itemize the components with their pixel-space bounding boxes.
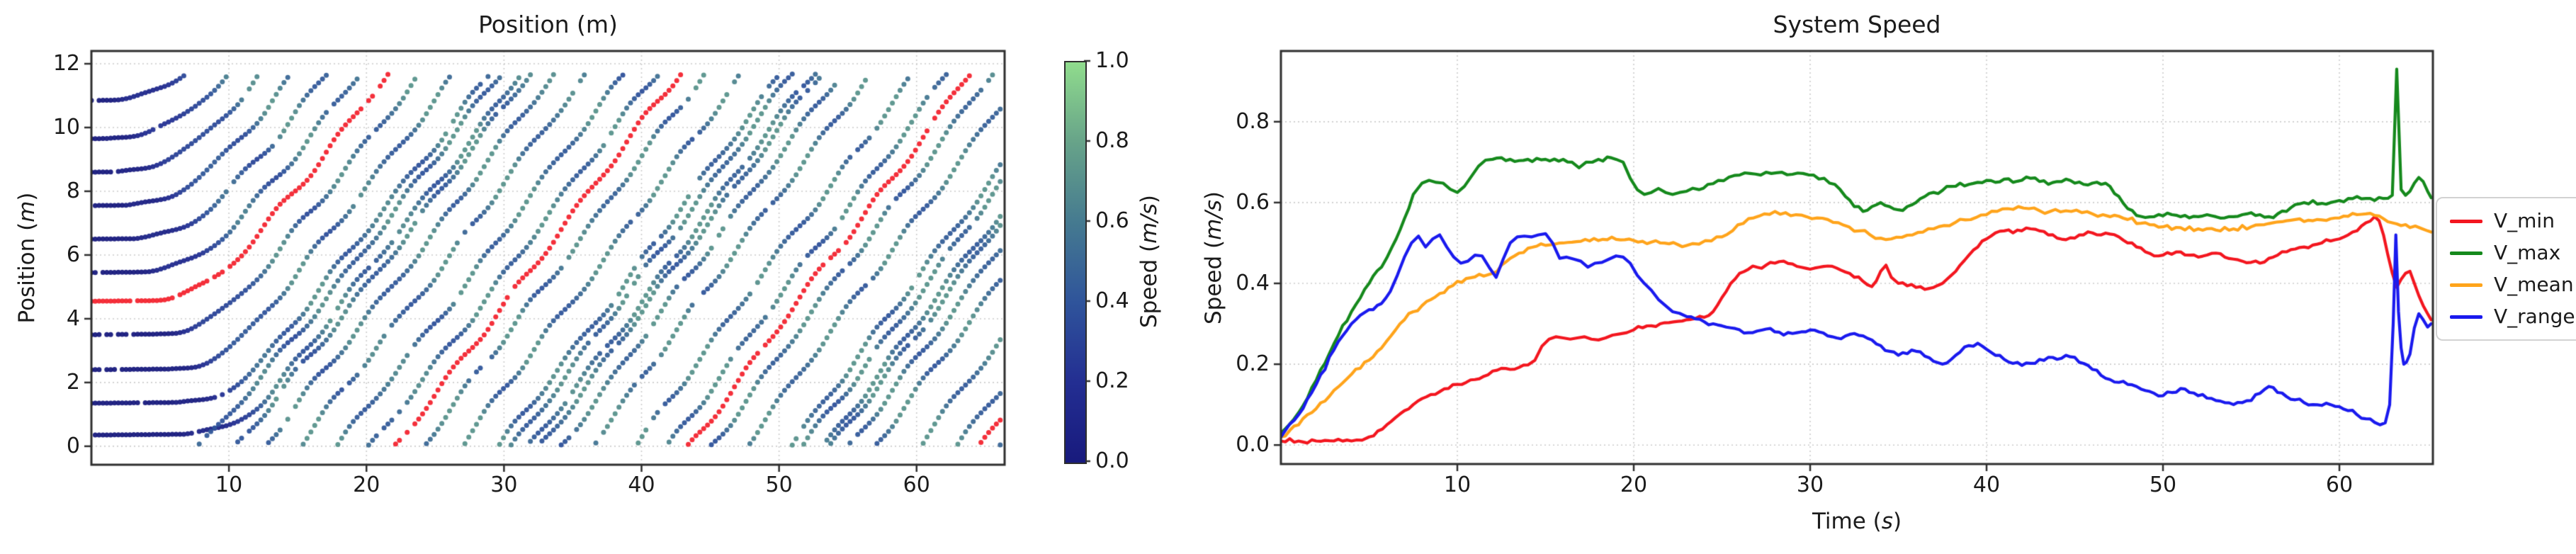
colorbar-label-suffix: ): [1136, 194, 1162, 203]
right-x-tick-label: 60: [2325, 473, 2354, 497]
colorbar-label-text: Speed (: [1136, 243, 1162, 328]
left-x-tick-label: 30: [490, 473, 518, 497]
left-y-tick-label: 8: [66, 178, 80, 203]
v-min-line-swatch: [2450, 219, 2482, 223]
right-x-tick-label: 10: [1443, 473, 1471, 497]
left-x-tick-label: 60: [903, 473, 930, 497]
left-x-tick-label: 20: [353, 473, 380, 497]
right-chart-title: System Speed: [1773, 11, 1941, 38]
legend-item-v-mean: V_mean: [2450, 273, 2575, 296]
legend: V_min V_max V_mean V_range: [2436, 197, 2576, 341]
legend-label-v-max: V_max: [2494, 241, 2561, 264]
left-y-tick-label: 10: [52, 114, 80, 140]
right-x-axis-unit: s: [1881, 509, 1893, 534]
right-y-tick-label: 0.6: [1236, 189, 1270, 215]
v-mean-line-swatch: [2450, 283, 2482, 287]
v-max-line-swatch: [2450, 251, 2482, 255]
right-x-tick-label: 30: [1796, 473, 1824, 497]
legend-item-v-min: V_min: [2450, 210, 2575, 232]
legend-label-v-min: V_min: [2494, 209, 2555, 232]
left-y-tick-label: 2: [66, 369, 80, 395]
right-y-tick-label: 0.2: [1236, 351, 1270, 377]
left-y-tick-label: 12: [52, 50, 80, 76]
left-y-tick-label: 6: [66, 242, 80, 267]
colorbar-tick-label: 0.2: [1095, 368, 1129, 393]
colorbar-tick-label: 0.4: [1095, 288, 1129, 313]
right-y-tick-label: 0.4: [1236, 271, 1270, 295]
colorbar-tick-label: 1.0: [1095, 48, 1129, 73]
right-x-tick-label: 40: [1972, 473, 2001, 497]
colorbar-tick-label: 0.0: [1095, 448, 1129, 473]
right-x-axis-label: Time (s): [1812, 509, 1902, 534]
colorbar: [1064, 61, 1087, 464]
left-x-tick-label: 10: [215, 473, 243, 497]
left-y-tick-label: 0: [66, 433, 80, 458]
legend-label-v-range: V_range: [2494, 305, 2575, 328]
right-x-tick-label: 20: [1620, 473, 1648, 497]
colorbar-tick-label: 0.6: [1095, 208, 1129, 233]
v-range-line-swatch: [2450, 315, 2482, 319]
right-x-tick-label: 50: [2149, 473, 2177, 497]
left-x-tick-label: 50: [765, 473, 793, 497]
colorbar-tick-label: 0.8: [1095, 128, 1129, 153]
right-y-tick-label: 0.8: [1236, 108, 1270, 134]
right-x-axis-label-text: Time (: [1812, 509, 1882, 534]
colorbar-label: Speed (m/s): [1136, 194, 1162, 327]
left-chart-title: Position (m): [478, 11, 618, 38]
right-y-tick-label: 0.0: [1236, 432, 1270, 458]
left-y-tick-label: 4: [66, 305, 80, 331]
colorbar-unit: m/s: [1136, 203, 1162, 244]
left-y-axis-unit: m: [14, 200, 40, 222]
right-x-axis-label-suffix: ): [1892, 509, 1902, 534]
legend-label-v-mean: V_mean: [2494, 273, 2574, 296]
legend-item-v-max: V_max: [2450, 242, 2575, 264]
legend-item-v-range: V_range: [2450, 305, 2575, 328]
left-x-tick-label: 40: [628, 473, 655, 497]
